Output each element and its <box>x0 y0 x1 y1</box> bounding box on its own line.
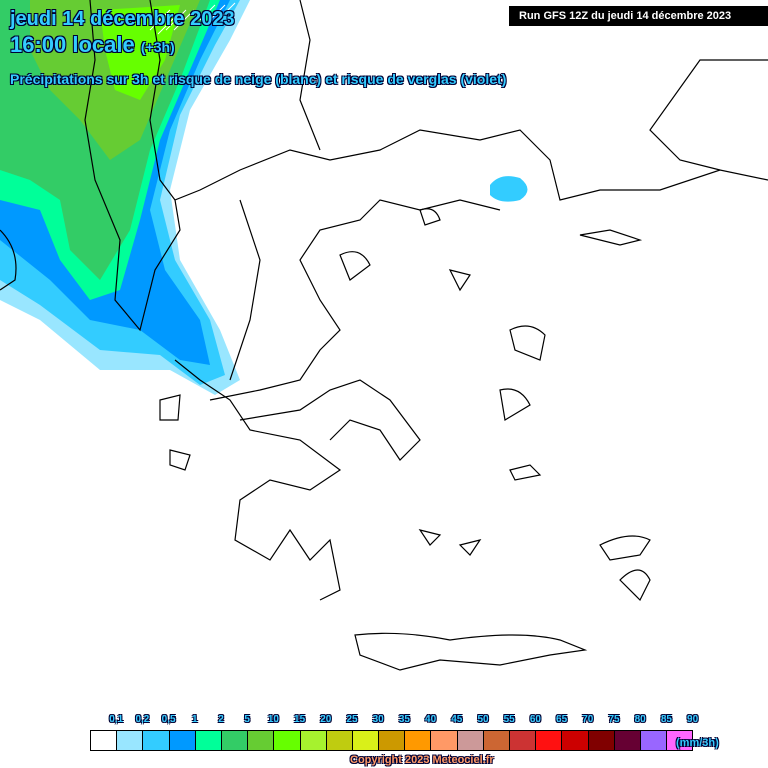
legend-swatch <box>588 731 615 750</box>
legend-tick-label: 85 <box>660 714 672 725</box>
model-run-label: Run GFS 12Z du jeudi 14 décembre 2023 <box>509 6 768 26</box>
legend-swatch <box>352 731 380 750</box>
legend-tick-label: 35 <box>398 714 410 725</box>
legend-tick-label: 5 <box>244 714 250 725</box>
precip-thrace <box>490 176 528 202</box>
legend-swatch <box>640 731 668 750</box>
legend-swatch <box>510 731 537 750</box>
precip-bright <box>100 5 180 100</box>
legend-swatch <box>379 731 406 750</box>
legend-swatch <box>667 731 693 750</box>
legend-tick-label: 15 <box>294 714 306 725</box>
legend-swatch <box>143 731 170 750</box>
legend-tick-label: 30 <box>372 714 384 725</box>
legend-swatch <box>405 731 432 750</box>
legend-tick-label: 80 <box>634 714 646 725</box>
local-time: 16:00 locale <box>10 32 135 57</box>
legend-swatch <box>431 731 458 750</box>
legend-tick-label: 0,2 <box>135 714 150 725</box>
snow-hatch <box>149 2 236 35</box>
legend-tick-label: 2 <box>218 714 224 725</box>
legend-swatch <box>221 731 249 750</box>
forecast-offset: (+3h) <box>140 39 175 55</box>
legend-tick-label: 1 <box>192 714 198 725</box>
legend-tick-label: 50 <box>477 714 489 725</box>
map-subtitle: Précipitations sur 3h et risque de neige… <box>10 71 507 87</box>
legend-swatch <box>457 731 484 750</box>
legend-tick-label: 0,1 <box>109 714 124 725</box>
legend-tick-label: 20 <box>320 714 332 725</box>
legend-tick-label: 55 <box>503 714 515 725</box>
legend-swatch <box>326 731 353 750</box>
legend-swatch <box>483 731 510 750</box>
legend-swatch <box>195 731 222 750</box>
legend-tick-label: 75 <box>608 714 620 725</box>
legend-swatch <box>248 731 275 750</box>
forecast-time: 16:00 locale (+3h) <box>10 32 175 58</box>
legend-swatch <box>562 731 589 750</box>
legend-swatch <box>169 731 196 750</box>
legend-swatch <box>117 731 144 750</box>
legend-tick-label: 25 <box>346 714 358 725</box>
legend-tick-label: 90 <box>687 714 699 725</box>
precipitation-areas <box>0 0 528 395</box>
coastlines-borders <box>0 0 768 671</box>
legend-tick-label: 65 <box>556 714 568 725</box>
legend-swatch <box>536 731 563 750</box>
legend-tick-label: 0,5 <box>161 714 176 725</box>
legend-swatch <box>614 731 641 750</box>
legend-tick-label: 10 <box>267 714 279 725</box>
legend-tick-label: 60 <box>529 714 541 725</box>
legend-swatch <box>91 731 118 750</box>
color-legend <box>90 730 694 751</box>
legend-tick-label: 70 <box>582 714 594 725</box>
legend-unit: (mm/3h) <box>676 737 719 749</box>
legend-tick-label: 40 <box>425 714 437 725</box>
forecast-date: jeudi 14 décembre 2023 <box>10 8 235 30</box>
legend-swatch <box>300 731 327 750</box>
legend-swatch <box>274 731 301 750</box>
copyright: Copyright 2023 Meteociel.fr <box>350 754 494 766</box>
legend-tick-label: 45 <box>451 714 463 725</box>
